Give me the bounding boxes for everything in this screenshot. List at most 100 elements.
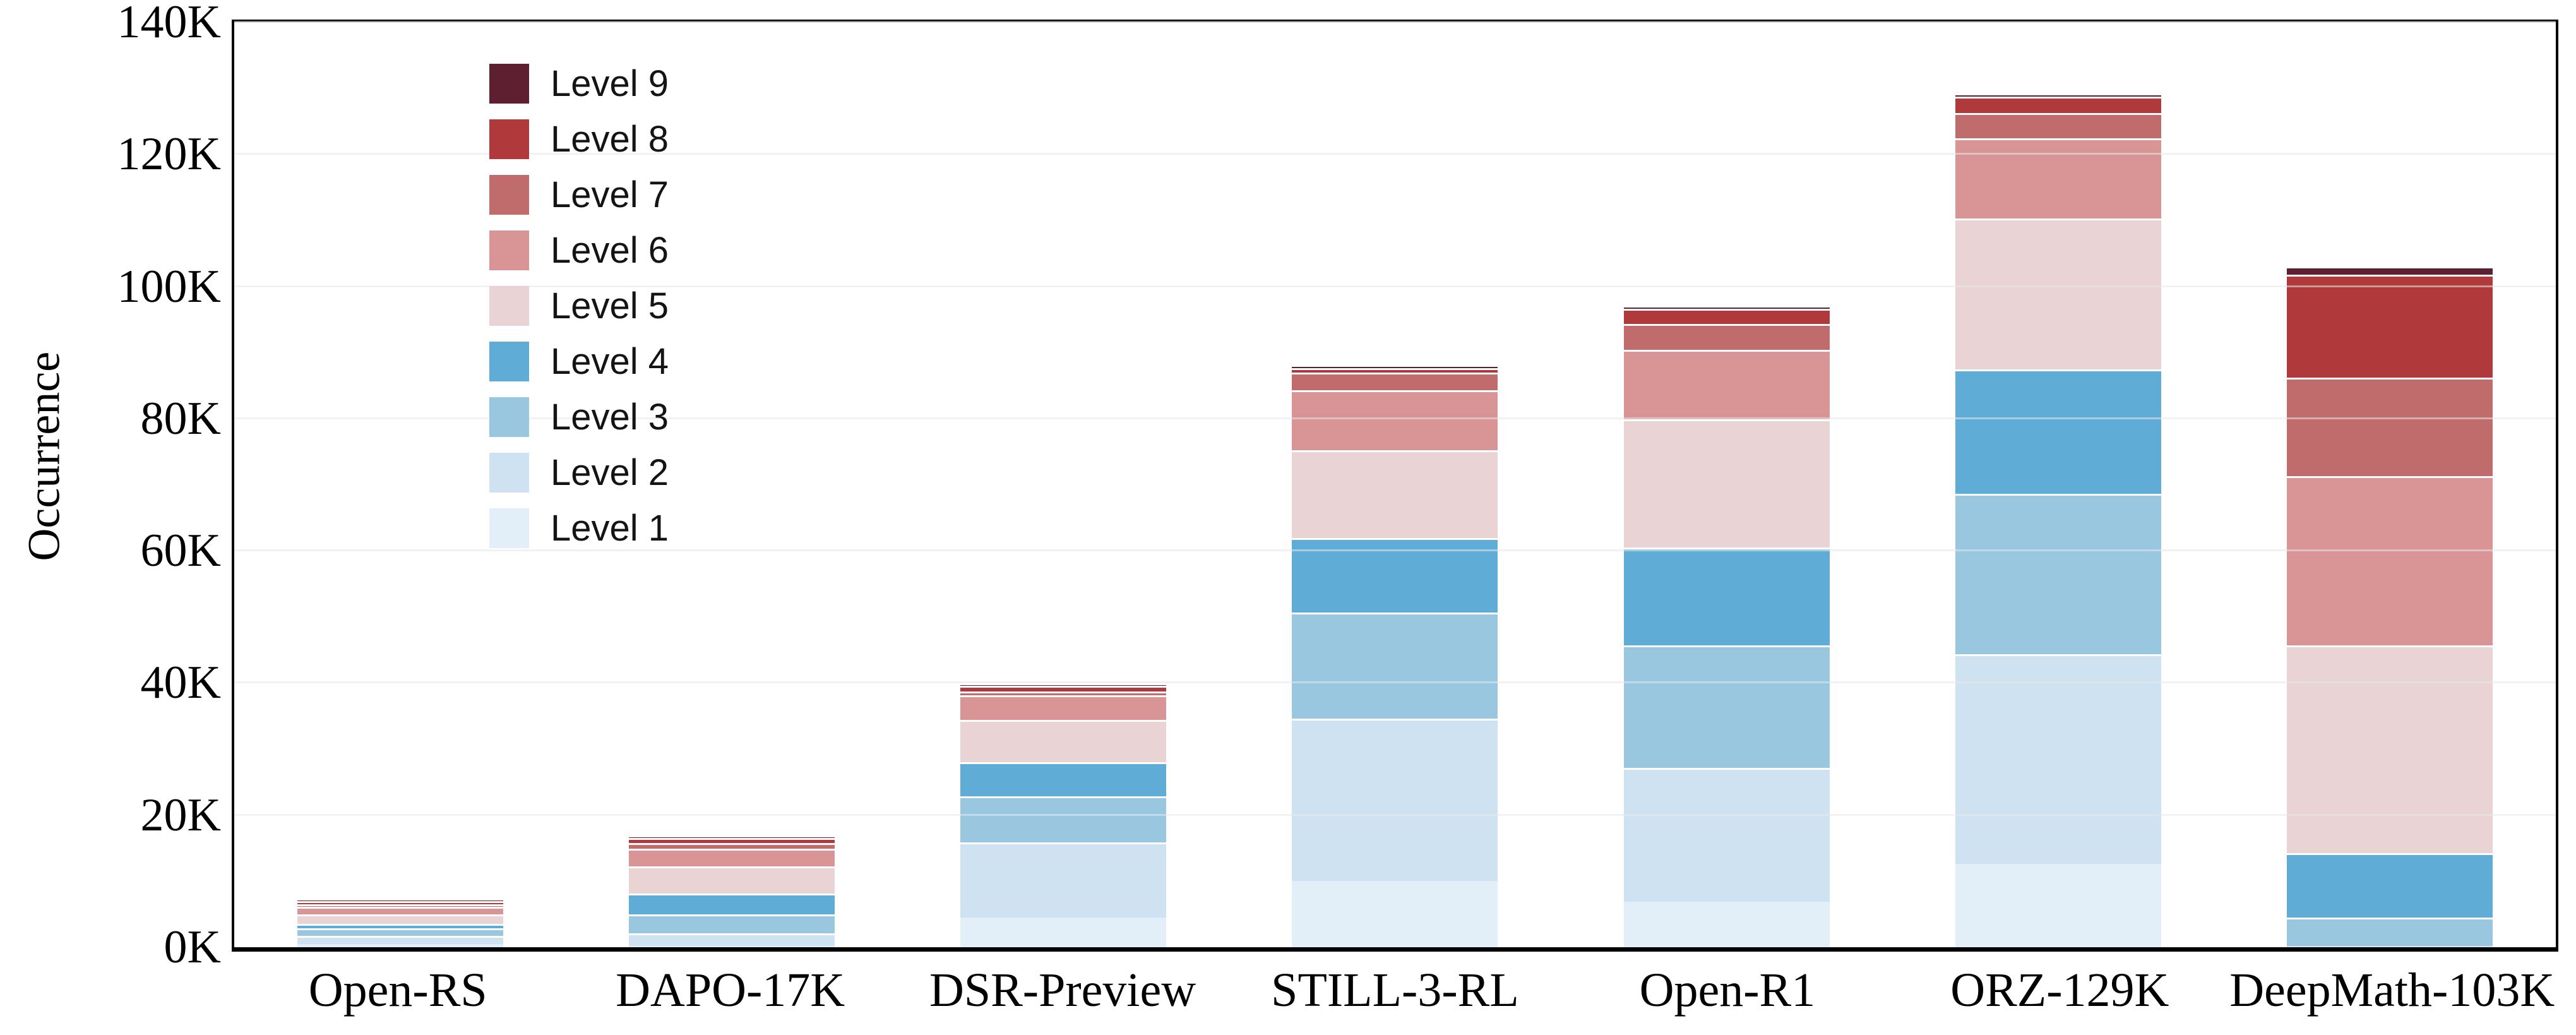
segment-ORZ-129K-level-5 [1955, 218, 2162, 369]
stacked-bar-DAPO-17K [628, 837, 835, 947]
legend-item-level-8: Level 8 [489, 119, 669, 159]
segment-STILL-3-RL-level-7 [1292, 373, 1498, 390]
legend-swatch-icon [489, 175, 529, 215]
segment-Open-R1-level-1 [1623, 902, 1830, 947]
segment-STILL-3-RL-level-8 [1292, 368, 1498, 373]
segment-DeepMath-103K-level-2 [2287, 946, 2493, 947]
segment-DSR-Preview-level-8 [960, 686, 1167, 691]
segment-Open-RS-level-4 [297, 924, 503, 928]
legend-label: Level 5 [551, 285, 669, 326]
legend-item-level-4: Level 4 [489, 342, 669, 381]
segment-DAPO-17K-level-9 [628, 837, 835, 838]
segment-DSR-Preview-level-4 [960, 762, 1167, 796]
segment-DAPO-17K-level-5 [628, 866, 835, 894]
segment-Open-R1-level-7 [1623, 324, 1830, 350]
y-tick-label: 60K [140, 525, 221, 577]
stacked-bar-DSR-Preview [960, 685, 1167, 947]
y-tick-label: 40K [140, 657, 221, 709]
x-tick-label-Open-RS: Open-RS [308, 964, 487, 1017]
segment-DAPO-17K-level-7 [628, 843, 835, 849]
legend-label: Level 2 [551, 452, 669, 493]
segment-DeepMath-103K-level-5 [2287, 645, 2493, 853]
segment-STILL-3-RL-level-2 [1292, 719, 1498, 881]
segment-Open-RS-level-5 [297, 914, 503, 924]
legend-label: Level 1 [551, 507, 669, 549]
segment-DAPO-17K-level-2 [628, 933, 835, 946]
segment-Open-RS-level-7 [297, 904, 503, 907]
legend-label: Level 9 [551, 63, 669, 104]
bar-group-ORZ-129K [1892, 22, 2224, 947]
legend-item-level-3: Level 3 [489, 397, 669, 437]
legend-label: Level 4 [551, 340, 669, 382]
bar-group-DeepMath-103K [2224, 22, 2556, 947]
y-tick-label: 100K [117, 260, 221, 313]
legend-swatch-icon [489, 397, 529, 437]
segment-DeepMath-103K-level-9 [2287, 266, 2493, 275]
segment-STILL-3-RL-level-1 [1292, 881, 1498, 947]
segment-ORZ-129K-level-8 [1955, 97, 2162, 113]
legend-swatch-icon [489, 64, 529, 104]
segment-DSR-Preview-level-9 [960, 685, 1167, 686]
y-tick-label: 0K [164, 921, 221, 973]
legend-item-level-2: Level 2 [489, 453, 669, 493]
y-tick-label: 140K [117, 0, 221, 48]
legend-label: Level 7 [551, 174, 669, 215]
x-axis-tick-labels: Open-RS DAPO-17K DSR-Preview STILL-3-RL Open… [232, 966, 2558, 1014]
segment-DAPO-17K-level-8 [628, 838, 835, 843]
segment-DeepMath-103K-level-4 [2287, 853, 2493, 918]
segment-STILL-3-RL-level-9 [1292, 367, 1498, 368]
y-axis-title: Occurrence [18, 351, 69, 561]
segment-DeepMath-103K-level-6 [2287, 476, 2493, 645]
legend-swatch-icon [489, 453, 529, 493]
y-tick-label: 120K [117, 128, 221, 181]
legend-swatch-icon [489, 119, 529, 159]
plot-area: Level 9 Level 8 Level 7 Level 6 Level 5 Level… [232, 20, 2558, 952]
segment-ORZ-129K-level-4 [1955, 369, 2162, 494]
segment-ORZ-129K-level-2 [1955, 654, 2162, 864]
legend-item-level-1: Level 1 [489, 508, 669, 548]
legend-swatch-icon [489, 342, 529, 381]
legend-label: Level 6 [551, 229, 669, 271]
legend-label: Level 3 [551, 396, 669, 438]
segment-DAPO-17K-level-1 [628, 946, 835, 947]
stacked-bar-Open-RS [297, 900, 503, 947]
x-tick-label-ORZ-129K: ORZ-129K [1950, 964, 2169, 1017]
bar-group-Open-RS [234, 22, 566, 947]
legend-item-level-5: Level 5 [489, 286, 669, 326]
segment-DeepMath-103K-level-3 [2287, 918, 2493, 946]
legend: Level 9 Level 8 Level 7 Level 6 Level 5 Level… [489, 64, 669, 564]
segment-Open-R1-level-4 [1623, 547, 1830, 645]
segment-DSR-Preview-level-3 [960, 796, 1167, 842]
segment-DSR-Preview-level-1 [960, 918, 1167, 947]
legend-item-level-6: Level 6 [489, 230, 669, 270]
segment-DSR-Preview-level-2 [960, 842, 1167, 918]
segment-Open-RS-level-9 [297, 900, 503, 901]
segment-DeepMath-103K-level-7 [2287, 378, 2493, 476]
stacked-bar-Open-R1 [1623, 308, 1830, 947]
y-tick-label: 80K [140, 392, 221, 445]
segment-DSR-Preview-level-6 [960, 695, 1167, 720]
stacked-bar-DeepMath-103K [2287, 266, 2493, 947]
segment-STILL-3-RL-level-5 [1292, 450, 1498, 538]
stacked-bar-STILL-3-RL [1292, 367, 1498, 947]
segment-DeepMath-103K-level-8 [2287, 275, 2493, 378]
segment-Open-R1-level-8 [1623, 309, 1830, 324]
segment-ORZ-129K-level-6 [1955, 138, 2162, 218]
legend-label: Level 8 [551, 118, 669, 160]
bar-group-DAPO-17K [566, 22, 897, 947]
segment-DSR-Preview-level-5 [960, 720, 1167, 762]
segment-ORZ-129K-level-1 [1955, 864, 2162, 947]
x-tick-label-Open-R1: Open-R1 [1639, 964, 1816, 1017]
segment-STILL-3-RL-level-6 [1292, 390, 1498, 450]
bar-group-STILL-3-RL [1229, 22, 1561, 947]
bars-container [234, 22, 2556, 947]
segment-Open-RS-level-8 [297, 901, 503, 904]
segment-STILL-3-RL-level-4 [1292, 538, 1498, 613]
segment-Open-R1-level-2 [1623, 768, 1830, 902]
segment-STILL-3-RL-level-3 [1292, 613, 1498, 719]
x-tick-label-DSR-Preview: DSR-Preview [929, 964, 1196, 1017]
stacked-bar-ORZ-129K [1955, 95, 2162, 947]
segment-ORZ-129K-level-9 [1955, 95, 2162, 97]
segment-DAPO-17K-level-4 [628, 894, 835, 914]
legend-swatch-icon [489, 508, 529, 548]
